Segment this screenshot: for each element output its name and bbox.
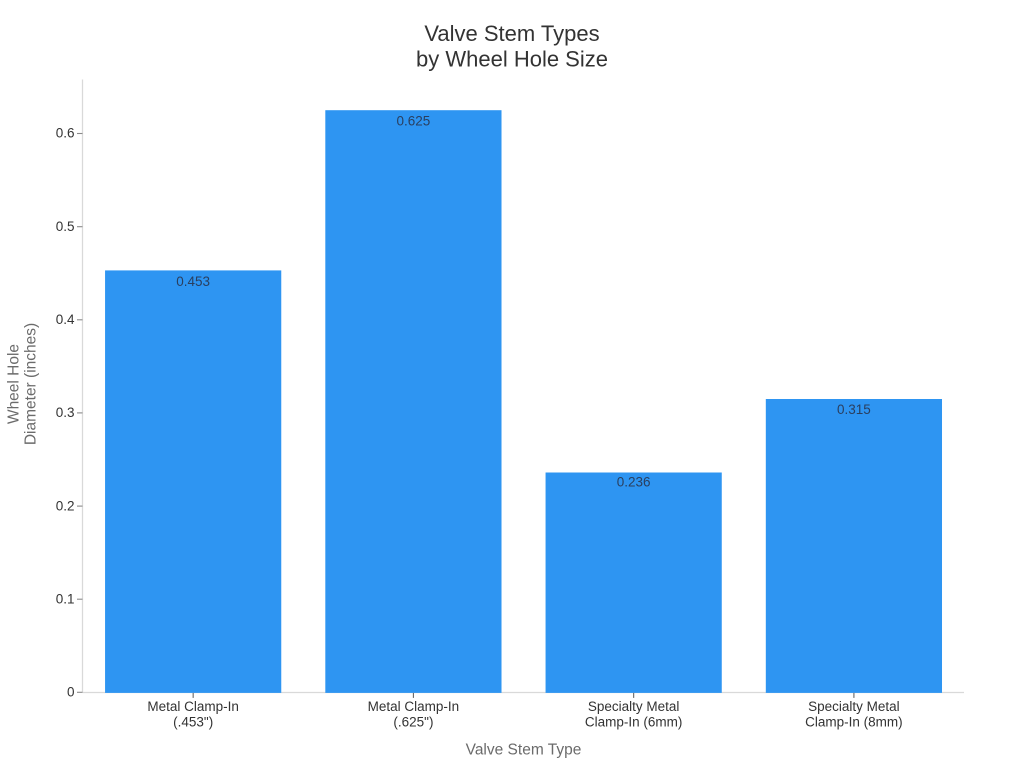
- svg-text:by Wheel Hole Size: by Wheel Hole Size: [416, 47, 608, 72]
- svg-text:Clamp-In (8mm): Clamp-In (8mm): [805, 714, 903, 729]
- svg-text:(.453"): (.453"): [173, 714, 213, 729]
- svg-text:0.236: 0.236: [617, 475, 651, 490]
- svg-text:0.1: 0.1: [56, 591, 75, 606]
- svg-text:0.453: 0.453: [176, 274, 210, 289]
- svg-text:Clamp-In (6mm): Clamp-In (6mm): [585, 714, 683, 729]
- svg-text:0.5: 0.5: [56, 219, 75, 234]
- svg-text:0: 0: [67, 685, 75, 700]
- svg-text:Metal Clamp-In: Metal Clamp-In: [147, 699, 239, 714]
- svg-text:Specialty Metal: Specialty Metal: [808, 699, 900, 714]
- svg-text:Valve Stem Type: Valve Stem Type: [466, 742, 582, 759]
- svg-text:(.625"): (.625"): [393, 714, 433, 729]
- svg-text:0.4: 0.4: [56, 312, 75, 327]
- svg-text:Valve Stem Types: Valve Stem Types: [424, 21, 599, 46]
- svg-text:0.2: 0.2: [56, 498, 75, 513]
- svg-text:0.3: 0.3: [56, 405, 75, 420]
- svg-text:Metal Clamp-In: Metal Clamp-In: [368, 699, 460, 714]
- svg-text:0.315: 0.315: [837, 402, 871, 417]
- svg-text:0.6: 0.6: [56, 126, 75, 141]
- svg-text:Diameter (inches): Diameter (inches): [23, 323, 40, 445]
- svg-text:Wheel Hole: Wheel Hole: [6, 344, 23, 424]
- svg-text:Specialty Metal: Specialty Metal: [588, 699, 680, 714]
- svg-text:0.625: 0.625: [397, 113, 431, 128]
